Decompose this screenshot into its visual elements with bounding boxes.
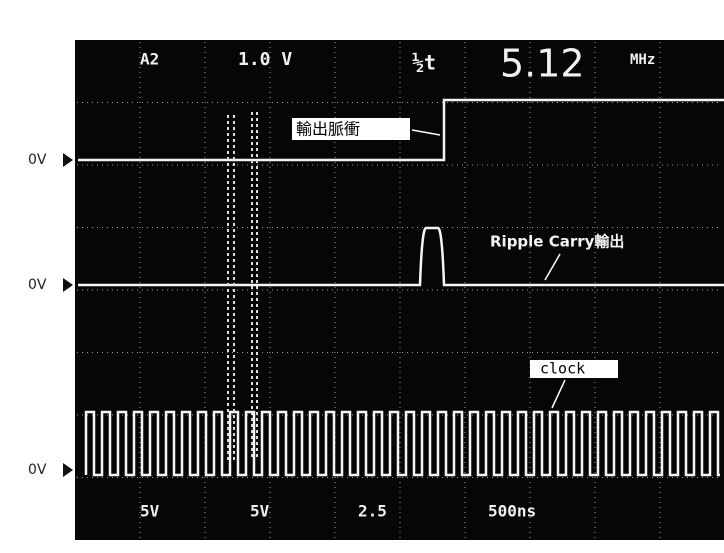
marker-arrow (63, 153, 73, 167)
ch2-scale: 5V (250, 502, 270, 521)
ripple-carry-label: Ripple Carry輸出 (490, 233, 624, 251)
frequency: 5.12 (500, 42, 585, 86)
trigger: ½t (412, 51, 436, 75)
zero-marker: 0V (28, 277, 47, 293)
frequency-unit: MHz (630, 52, 655, 68)
output-pulse-label: 輸出脈衝 (296, 120, 360, 139)
marker-arrow (63, 463, 73, 477)
marker-arrow (63, 278, 73, 292)
ch3-scale: 2.5 (358, 502, 387, 521)
channel: A2 (140, 50, 159, 69)
zero-marker: 0V (28, 152, 47, 168)
timebase: 500ns (488, 502, 536, 521)
ch1-scale: 5V (140, 502, 160, 521)
clock-label: clock (540, 360, 585, 378)
volts-div: 1.0 V (238, 49, 292, 70)
page: A2 1.0 V ½t 5.12 MHz 5V 5V 2.5 500ns 0V … (0, 0, 724, 553)
zero-marker: 0V (28, 462, 47, 478)
